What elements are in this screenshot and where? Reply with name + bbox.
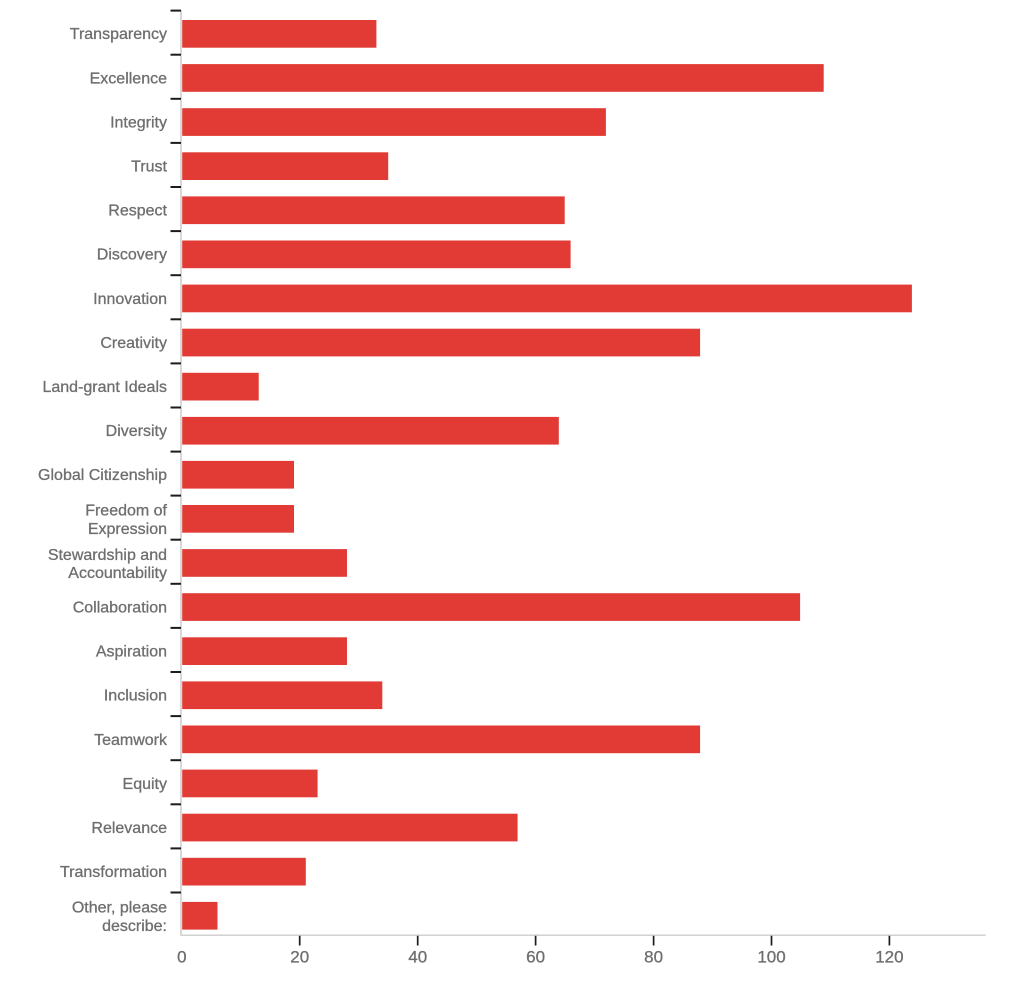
svg-text:60: 60 <box>526 948 545 967</box>
svg-text:Inclusion: Inclusion <box>104 688 167 705</box>
svg-text:Trust: Trust <box>131 159 167 176</box>
svg-text:Teamwork: Teamwork <box>94 732 168 749</box>
svg-text:Expression: Expression <box>88 521 167 538</box>
svg-text:80: 80 <box>644 948 663 967</box>
svg-text:Transparency: Transparency <box>70 26 167 43</box>
svg-text:Excellence: Excellence <box>90 70 167 87</box>
svg-text:20: 20 <box>290 948 309 967</box>
svg-text:Freedom of: Freedom of <box>85 503 167 520</box>
svg-text:Aspiration: Aspiration <box>96 644 167 661</box>
svg-text:40: 40 <box>408 948 427 967</box>
svg-text:Land-grant Ideals: Land-grant Ideals <box>42 379 167 396</box>
svg-text:120: 120 <box>875 948 903 967</box>
svg-text:Equity: Equity <box>123 776 167 793</box>
svg-text:Integrity: Integrity <box>110 114 167 131</box>
svg-text:Respect: Respect <box>108 203 167 220</box>
svg-text:Innovation: Innovation <box>93 291 167 308</box>
svg-text:Global Citizenship: Global Citizenship <box>38 467 167 484</box>
svg-text:Stewardship and: Stewardship and <box>48 547 167 564</box>
svg-text:Discovery: Discovery <box>97 247 167 264</box>
svg-text:Creativity: Creativity <box>100 335 167 352</box>
svg-text:Collaboration: Collaboration <box>73 600 167 617</box>
svg-text:Accountability: Accountability <box>68 565 167 582</box>
svg-text:Relevance: Relevance <box>91 820 167 837</box>
svg-text:describe:: describe: <box>102 918 167 935</box>
svg-text:Diversity: Diversity <box>106 423 167 440</box>
svg-text:Transformation: Transformation <box>60 864 167 881</box>
svg-text:100: 100 <box>757 948 785 967</box>
svg-text:Other, please: Other, please <box>72 900 167 917</box>
svg-text:0: 0 <box>177 948 186 967</box>
